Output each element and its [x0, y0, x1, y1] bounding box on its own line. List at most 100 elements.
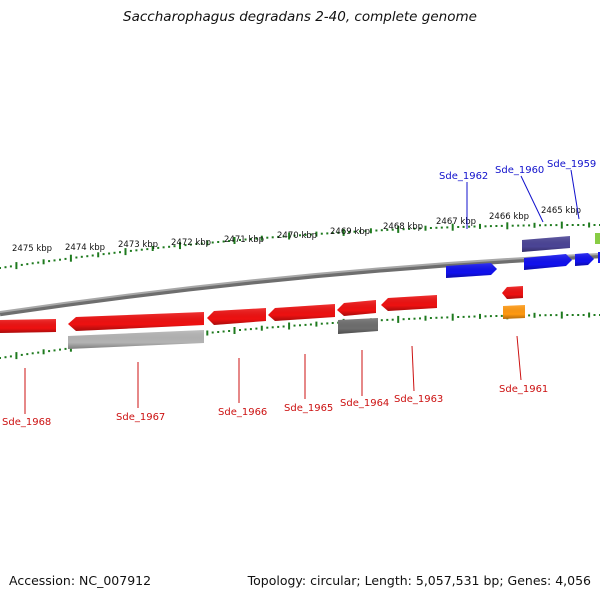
lower-scale-tick: [571, 314, 574, 316]
upper-scale-tick: [577, 224, 580, 226]
upper-scale-tick: [353, 230, 356, 233]
lower-scale-tick: [528, 314, 531, 317]
gene-sde-1968[interactable]: [0, 319, 56, 333]
upper-scale-tick: [544, 224, 547, 227]
upper-scale-tick: [555, 224, 558, 227]
lower-scale-tick: [588, 312, 591, 318]
lower-scale-tick: [53, 349, 56, 352]
upper-scale-tick: [239, 239, 241, 241]
upper-scale-tick: [233, 237, 236, 244]
upper-scale-tick: [304, 233, 307, 236]
upper-scale-tick: [293, 234, 296, 237]
upper-scale-tick: [288, 232, 291, 240]
upper-scale-tick: [217, 241, 220, 243]
gene-sde-1961-lower[interactable]: [503, 305, 525, 319]
lower-scale-tick: [577, 314, 580, 316]
gene-sde-1967-lower[interactable]: [68, 330, 204, 349]
gene-sde-1959[interactable]: [575, 253, 594, 266]
upper-scale-tick: [446, 226, 449, 229]
upper-scale-tick: [80, 255, 83, 258]
upper-scale-tick: [64, 257, 67, 260]
upper-scale-tick: [162, 246, 165, 249]
label-sde-1968: Sde_1968: [2, 417, 51, 428]
upper-scale-tick: [429, 227, 432, 229]
gene-sde-1962[interactable]: [446, 263, 497, 278]
label-sde-1964: Sde_1964: [340, 398, 389, 409]
gene-green-edge[interactable]: [595, 233, 600, 244]
upper-scale-tick: [135, 249, 138, 252]
upper-scale-tick: [42, 259, 45, 265]
gene-sde-1961[interactable]: [502, 286, 523, 299]
upper-scale-tick: [473, 225, 476, 228]
upper-scale-tick: [4, 266, 7, 269]
upper-scale-tick: [189, 243, 192, 246]
upper-scale-tick: [69, 254, 72, 262]
upper-scale-tick: [151, 246, 154, 251]
upper-scale-ticks: [0, 221, 600, 270]
upper-scale-tick: [48, 260, 51, 263]
label-sde-1962: Sde_1962: [439, 171, 488, 182]
lower-scale-tick: [271, 326, 274, 329]
lower-scale-tick: [539, 314, 541, 317]
upper-scale-tick: [348, 231, 351, 233]
label-sde-1959: Sde_1959: [547, 159, 596, 170]
label-sde-1961: Sde_1961: [499, 384, 548, 395]
upper-scale-tick: [331, 232, 334, 234]
gene-sde-1960-upper[interactable]: [522, 236, 570, 252]
lower-scale-tick: [293, 324, 296, 327]
lower-scale-tick: [288, 322, 291, 330]
lower-scale-tick: [566, 314, 569, 316]
lower-scale-tick: [560, 311, 563, 319]
gene-sde-1963[interactable]: [381, 295, 437, 311]
gene-sde-1967[interactable]: [68, 312, 204, 331]
lower-scale-tick: [555, 314, 558, 317]
lower-scale-tick: [435, 316, 438, 319]
upper-scale-tick: [397, 225, 400, 233]
backbone-shadow: [0, 253, 600, 317]
lower-scale-tick: [260, 325, 263, 331]
upper-scale-tick: [522, 224, 525, 227]
upper-scale-tick: [495, 225, 498, 227]
upper-scale-tick: [157, 246, 160, 249]
lower-scale-tick: [331, 322, 334, 324]
gene-sde-1964-lower[interactable]: [338, 318, 378, 334]
upper-scale-tick: [511, 224, 514, 227]
upper-scale-tick: [549, 224, 552, 227]
scale-label: 2468 kbp: [383, 222, 423, 232]
upper-scale-tick: [419, 227, 421, 230]
upper-scale-tick: [15, 262, 18, 270]
lower-scale-tick: [277, 325, 280, 328]
upper-scale-tick: [173, 245, 176, 248]
gene-sde-1960[interactable]: [524, 254, 572, 270]
upper-scale-tick: [364, 230, 367, 233]
upper-scale-tick: [369, 228, 372, 234]
lower-scale-tick: [326, 322, 329, 325]
gene-sde-1965[interactable]: [268, 304, 335, 321]
lower-scale-tick: [206, 330, 209, 336]
lower-scale-tick: [222, 330, 225, 333]
upper-scale-tick: [517, 224, 520, 227]
upper-scale-tick: [124, 248, 127, 256]
lower-scale-tick: [479, 313, 481, 319]
lower-scale-tick: [228, 330, 231, 332]
upper-scale-tick: [320, 232, 323, 235]
upper-scale-tick: [560, 221, 563, 229]
lower-scale-tick: [0, 357, 1, 359]
gene-sde-1964[interactable]: [337, 300, 376, 316]
upper-scale-tick: [528, 224, 531, 227]
gene-sde-1966[interactable]: [207, 308, 266, 325]
scale-label: 2466 kbp: [489, 212, 529, 222]
lower-scale-tick: [468, 315, 471, 318]
upper-scale-tick: [9, 265, 12, 268]
upper-scale-tick: [282, 235, 285, 238]
accession-text: Accession: NC_007912: [9, 573, 152, 588]
lower-scale-tick: [320, 322, 323, 325]
scale-label: 2472 kbp: [171, 238, 211, 248]
upper-scale-tick: [179, 242, 181, 250]
upper-scale-tick: [244, 238, 247, 241]
upper-scale-tick: [337, 231, 340, 234]
upper-scale-tick: [593, 224, 596, 226]
lower-scale-tick: [309, 323, 312, 326]
upper-scale-tick: [391, 228, 394, 231]
upper-scale-tick: [146, 248, 149, 251]
